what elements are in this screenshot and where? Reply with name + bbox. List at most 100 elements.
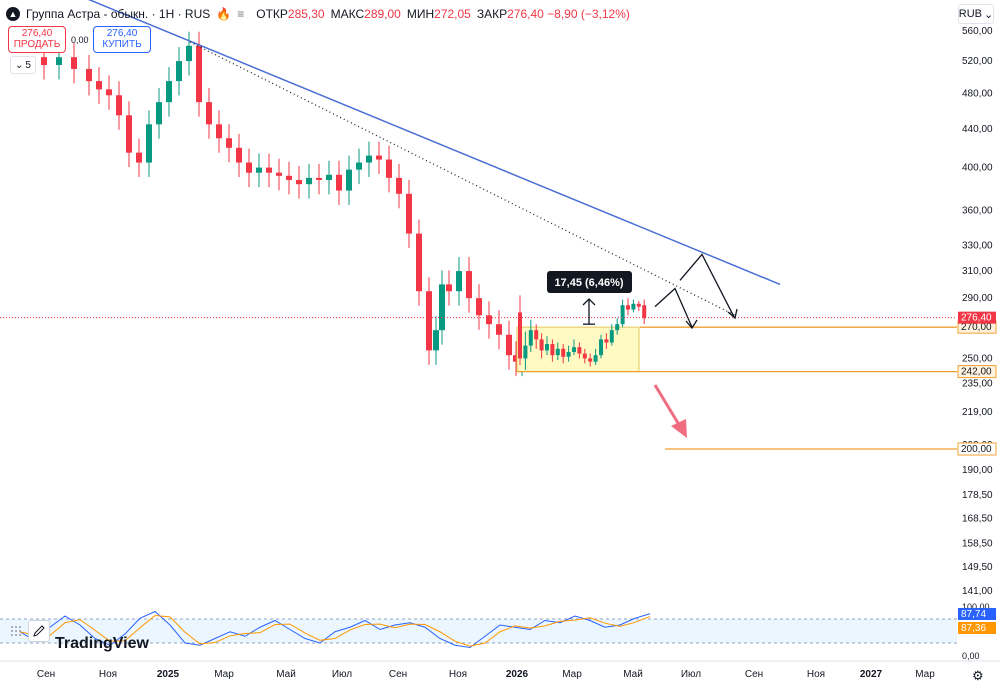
price-tick-label: 290,00 [962, 293, 993, 304]
time-tick-label: Мар [562, 669, 582, 680]
ohlc-value: 276,40 −8,90 (−3,12%) [507, 7, 630, 21]
indicator-count: 5 [25, 59, 31, 71]
price-level-label: 200,00 [961, 444, 992, 455]
sell-button[interactable]: 276,40 ПРОДАТЬ [8, 26, 66, 53]
chart-header: ▲ Группа Астра - обыкн. · 1Н · RUS 🔥 ≡ О… [6, 4, 630, 24]
candle-body [615, 324, 620, 331]
time-tick-label: Ноя [807, 669, 825, 680]
symbol-title[interactable]: Группа Астра - обыкн. · 1Н · RUS [26, 7, 211, 21]
price-tick-label: 158,50 [962, 538, 993, 549]
candle-body [456, 271, 462, 292]
time-tick-label: 2025 [157, 669, 180, 680]
price-tick-label: 178,50 [962, 490, 993, 501]
ohlc-label: ОТКР [256, 7, 288, 21]
indicator-collapse-button[interactable]: ⌄ 5 [10, 56, 36, 74]
last-price-label: 276,40 [961, 313, 992, 324]
candle-body [266, 167, 272, 173]
time-tick-label: Июл [681, 669, 701, 680]
ohlc-value: 285,30 [287, 7, 325, 21]
candle-body [555, 348, 560, 356]
candle-body [246, 162, 252, 173]
astra-logo-icon: ▲ [6, 7, 20, 21]
candle-body [71, 57, 77, 69]
candle-body [528, 330, 533, 346]
candle-body [593, 355, 598, 362]
arrow-head [727, 308, 738, 320]
candle-body [86, 68, 92, 82]
price-tick-label: 440,00 [962, 124, 993, 135]
last-price-label-bg [958, 311, 996, 324]
candle-body [577, 347, 582, 354]
candle-body [642, 305, 647, 319]
oscillator-tick-label: 0,00 [962, 651, 980, 661]
price-tick-label: 400,00 [962, 163, 993, 174]
candle-body [582, 353, 587, 359]
tradingview-logo: TradingView [55, 635, 149, 652]
candle-body [106, 89, 112, 96]
candle-body [186, 45, 192, 62]
oscillator-k-line [19, 610, 651, 649]
sell-price: 276,40 [21, 28, 53, 39]
more-icon[interactable]: ≡ [237, 7, 245, 21]
candle-body [416, 233, 422, 292]
down-arrow-shaft [653, 384, 683, 429]
candle-body [539, 339, 544, 351]
candle-body [486, 315, 492, 325]
price-level-label-bg [957, 442, 997, 456]
candle-body [136, 152, 142, 163]
oscillator-d-label: 87,36 [961, 623, 986, 634]
chevron-down-icon: ⌄ [984, 8, 994, 21]
buy-button[interactable]: 276,40 КУПИТЬ [93, 26, 151, 53]
time-tick-label: Мар [915, 669, 935, 680]
candle-body [146, 124, 152, 163]
candle-body [386, 159, 392, 178]
settings-icon[interactable]: ⚙ [972, 668, 984, 683]
price-tick-label: 149,50 [962, 562, 993, 573]
candle-body [376, 155, 382, 160]
candle-body [256, 167, 262, 173]
buy-price: 276,40 [106, 28, 138, 39]
time-tick-label: Ноя [99, 669, 117, 680]
candle-body [356, 162, 362, 170]
candle-body [346, 169, 352, 191]
candle-body [326, 174, 332, 180]
candle-body [518, 312, 522, 359]
candle-body [116, 95, 122, 116]
candle-body [620, 305, 625, 325]
price-tick-label: 520,00 [962, 56, 993, 67]
candle-body [604, 339, 609, 343]
currency-selector[interactable]: RUB ⌄ [958, 4, 994, 24]
candle-body [534, 330, 539, 340]
candle-body [599, 339, 603, 356]
candle-body [439, 284, 445, 331]
price-tick-label: 310,00 [962, 266, 993, 277]
pencil-icon[interactable] [28, 620, 50, 642]
candle-body [631, 303, 636, 310]
price-level-label: 270,00 [961, 322, 992, 333]
price-tick-label: 480,00 [962, 89, 993, 100]
candle-body [566, 351, 571, 357]
ohlc-values: ОТКР285,30 МАКС289,00 МИН272,05 ЗАКР276,40 … [250, 7, 630, 21]
projection-path-2 [679, 253, 735, 318]
candle-body [196, 45, 202, 103]
drag-handle-icon[interactable] [10, 624, 22, 636]
candle-body [166, 81, 172, 103]
candle-body [156, 102, 162, 125]
spread-value: 0,00 [71, 35, 89, 45]
time-tick-label: Ноя [449, 669, 467, 680]
time-tick-label: Сен [37, 669, 55, 680]
oscillator-band [0, 619, 957, 643]
price-tick-label: 250,00 [962, 353, 993, 364]
candle-body [476, 298, 482, 316]
candle-body [496, 324, 502, 335]
candle-body [609, 330, 614, 343]
candle-body [550, 344, 555, 356]
candle-body [588, 358, 593, 362]
ohlc-value: 289,00 [364, 7, 401, 21]
trendline-dotted [189, 41, 736, 316]
candle-body [336, 174, 342, 191]
candle-body [236, 147, 242, 163]
time-tick-label: Сен [745, 669, 763, 680]
